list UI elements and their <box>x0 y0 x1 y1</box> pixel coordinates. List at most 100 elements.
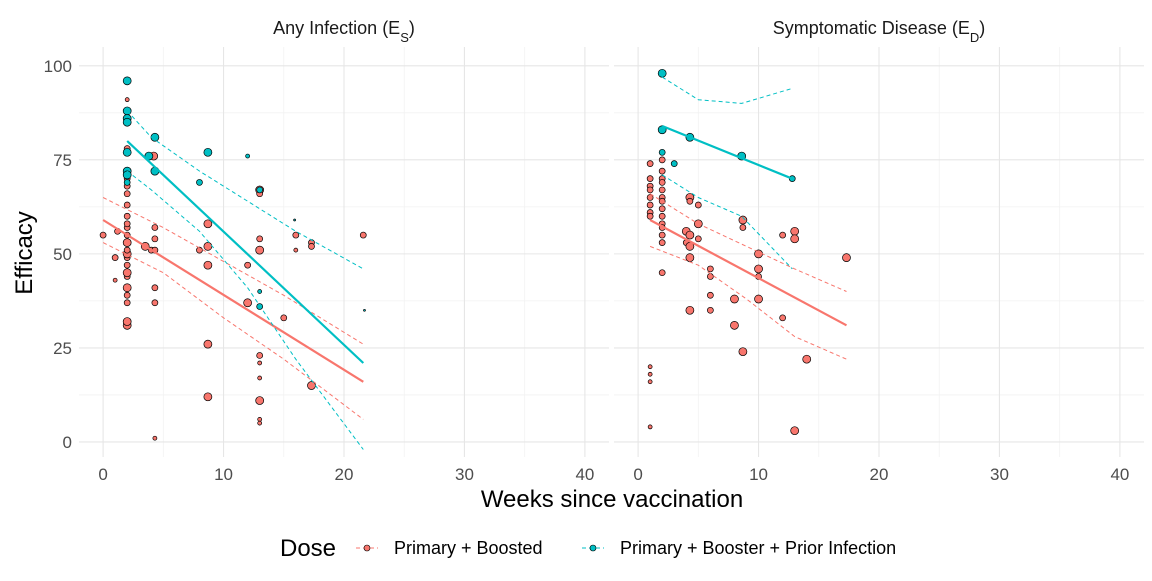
data-point <box>658 205 666 213</box>
data-point <box>257 420 263 426</box>
data-point <box>256 186 264 194</box>
data-point <box>122 170 132 180</box>
fit-line <box>126 140 365 364</box>
data-point <box>670 160 678 167</box>
data-point <box>730 294 739 304</box>
data-point <box>685 230 695 240</box>
data-point <box>122 76 132 86</box>
data-point <box>203 147 213 157</box>
data-point <box>256 303 264 310</box>
data-point <box>646 175 654 183</box>
data-point <box>658 231 666 239</box>
ci-lower-line <box>126 170 364 450</box>
data-point <box>646 160 654 167</box>
data-point <box>122 317 132 326</box>
data-point <box>257 417 263 422</box>
data-point <box>790 426 800 436</box>
data-point <box>754 294 763 304</box>
x-tick-label: 40 <box>1110 465 1129 484</box>
x-tick-label: 40 <box>575 465 594 484</box>
ci-upper-line <box>649 193 847 292</box>
data-point <box>646 201 654 209</box>
data-point <box>122 283 132 293</box>
data-point <box>123 246 131 254</box>
data-point <box>203 339 213 349</box>
data-point <box>151 235 159 243</box>
data-point <box>646 186 654 194</box>
data-point <box>122 117 132 127</box>
legend: Primary + Boosted Primary + Booster + Pri… <box>356 538 896 558</box>
y-tick-label: 50 <box>53 245 72 264</box>
data-point <box>255 396 265 405</box>
data-point <box>122 238 132 247</box>
data-point <box>754 264 763 274</box>
data-point <box>122 268 132 278</box>
data-point <box>658 148 666 156</box>
data-point <box>280 314 288 322</box>
legend-label: Primary + Boosted <box>394 538 543 558</box>
y-tick-label: 100 <box>44 57 72 76</box>
x-tick-label: 10 <box>214 465 233 484</box>
data-point <box>122 147 132 157</box>
data-point <box>738 215 748 225</box>
data-point <box>707 291 714 299</box>
data-point <box>123 201 131 209</box>
data-point <box>647 371 653 377</box>
data-point <box>256 235 264 243</box>
data-point <box>694 235 702 243</box>
panel-title: Any Infection (ES) <box>273 18 415 45</box>
data-point <box>152 435 158 441</box>
data-point <box>707 273 714 280</box>
data-point <box>646 194 654 201</box>
data-point <box>658 167 666 175</box>
data-point <box>779 314 786 322</box>
data-point <box>707 265 714 273</box>
data-point <box>647 424 653 430</box>
data-point <box>112 277 118 283</box>
data-point <box>842 253 851 262</box>
data-point <box>256 352 264 359</box>
data-point <box>647 379 653 385</box>
data-point <box>779 231 786 239</box>
x-tick-label: 30 <box>990 465 1009 484</box>
y-tick-label: 75 <box>53 151 72 170</box>
data-point <box>257 289 263 294</box>
data-point <box>257 360 263 366</box>
data-point <box>647 364 653 370</box>
data-point <box>111 254 119 261</box>
data-point <box>739 224 747 231</box>
data-point <box>123 212 131 220</box>
data-point <box>657 68 667 78</box>
data-point <box>658 212 666 220</box>
x-axis-label: Weeks since vaccination <box>481 486 743 513</box>
data-point <box>308 243 315 250</box>
data-point <box>123 299 131 307</box>
data-point <box>257 375 263 381</box>
ci-lower-line <box>102 242 364 420</box>
legend-label: Primary + Booster + Prior Infection <box>620 538 896 558</box>
data-point <box>658 239 666 246</box>
data-point <box>203 260 213 270</box>
x-tick-label: 20 <box>870 465 889 484</box>
data-point <box>292 231 300 239</box>
data-point <box>123 190 131 198</box>
data-point <box>790 226 800 236</box>
data-point <box>123 291 131 299</box>
legend-key-point <box>589 544 597 552</box>
fit-line <box>649 219 848 327</box>
fit-line <box>661 124 793 180</box>
data-point <box>738 347 748 357</box>
data-point <box>363 308 366 312</box>
data-point <box>123 261 131 269</box>
data-point <box>790 234 800 244</box>
data-point <box>694 201 702 209</box>
data-point <box>255 245 265 255</box>
x-tick-label: 0 <box>98 465 107 484</box>
ci-upper-line <box>102 197 364 345</box>
panel-title: Symptomatic Disease (ED) <box>773 18 985 45</box>
data-point <box>730 320 739 330</box>
data-point <box>244 261 251 269</box>
data-point <box>293 218 296 222</box>
